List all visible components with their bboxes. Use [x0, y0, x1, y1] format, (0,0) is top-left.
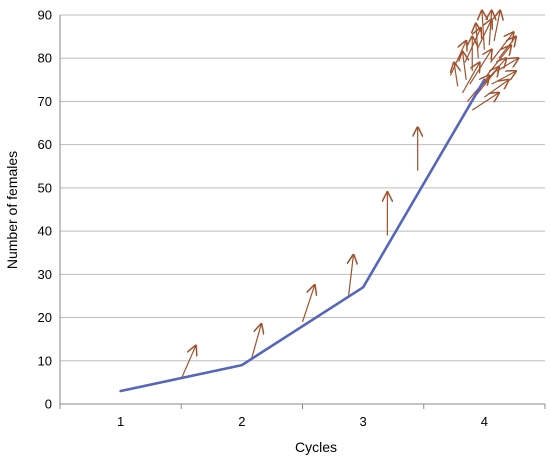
x-axis-title: Cycles	[295, 439, 337, 455]
y-tick-label: 30	[38, 267, 52, 282]
arrow	[349, 255, 354, 297]
y-tick-label: 20	[38, 310, 52, 325]
arrow	[496, 58, 519, 72]
y-axis-title: Number of females	[4, 151, 20, 269]
arrow	[301, 285, 315, 323]
arrow	[476, 19, 492, 50]
grid	[60, 14, 545, 362]
series	[119, 78, 486, 393]
labels: Cycles Number of females 0 10 20 30 40 50 60 70…	[4, 8, 488, 456]
y-tick-label: 60	[38, 137, 52, 152]
y-tick-label: 10	[38, 353, 52, 368]
y-tick-label: 80	[38, 51, 52, 66]
y-tick-label: 40	[38, 224, 52, 239]
arrow	[489, 11, 491, 46]
y-tick-label: 0	[45, 397, 52, 412]
arrow	[449, 41, 466, 76]
arrow	[180, 346, 196, 380]
arrow	[491, 71, 516, 85]
arrow	[482, 11, 484, 50]
arrow	[463, 52, 467, 80]
arrow	[469, 50, 492, 85]
arrow	[498, 37, 516, 59]
y-tick-label: 50	[38, 180, 52, 195]
arrow	[462, 63, 480, 94]
arrow	[494, 11, 500, 42]
arrow	[464, 28, 481, 63]
x-tick-label: 2	[238, 414, 245, 429]
arrow	[486, 45, 511, 76]
y-tick-label: 70	[38, 94, 52, 109]
arrow	[484, 80, 508, 98]
x-tick-label: 3	[360, 414, 367, 429]
arrows	[180, 11, 519, 380]
arrow	[476, 24, 478, 59]
axes	[59, 15, 546, 409]
arrow	[471, 93, 499, 111]
series-line	[119, 78, 486, 393]
y-tick-label: 90	[38, 8, 52, 23]
x-tick-label: 4	[481, 414, 488, 429]
arrow	[250, 324, 262, 359]
x-tick-label: 1	[117, 414, 124, 429]
